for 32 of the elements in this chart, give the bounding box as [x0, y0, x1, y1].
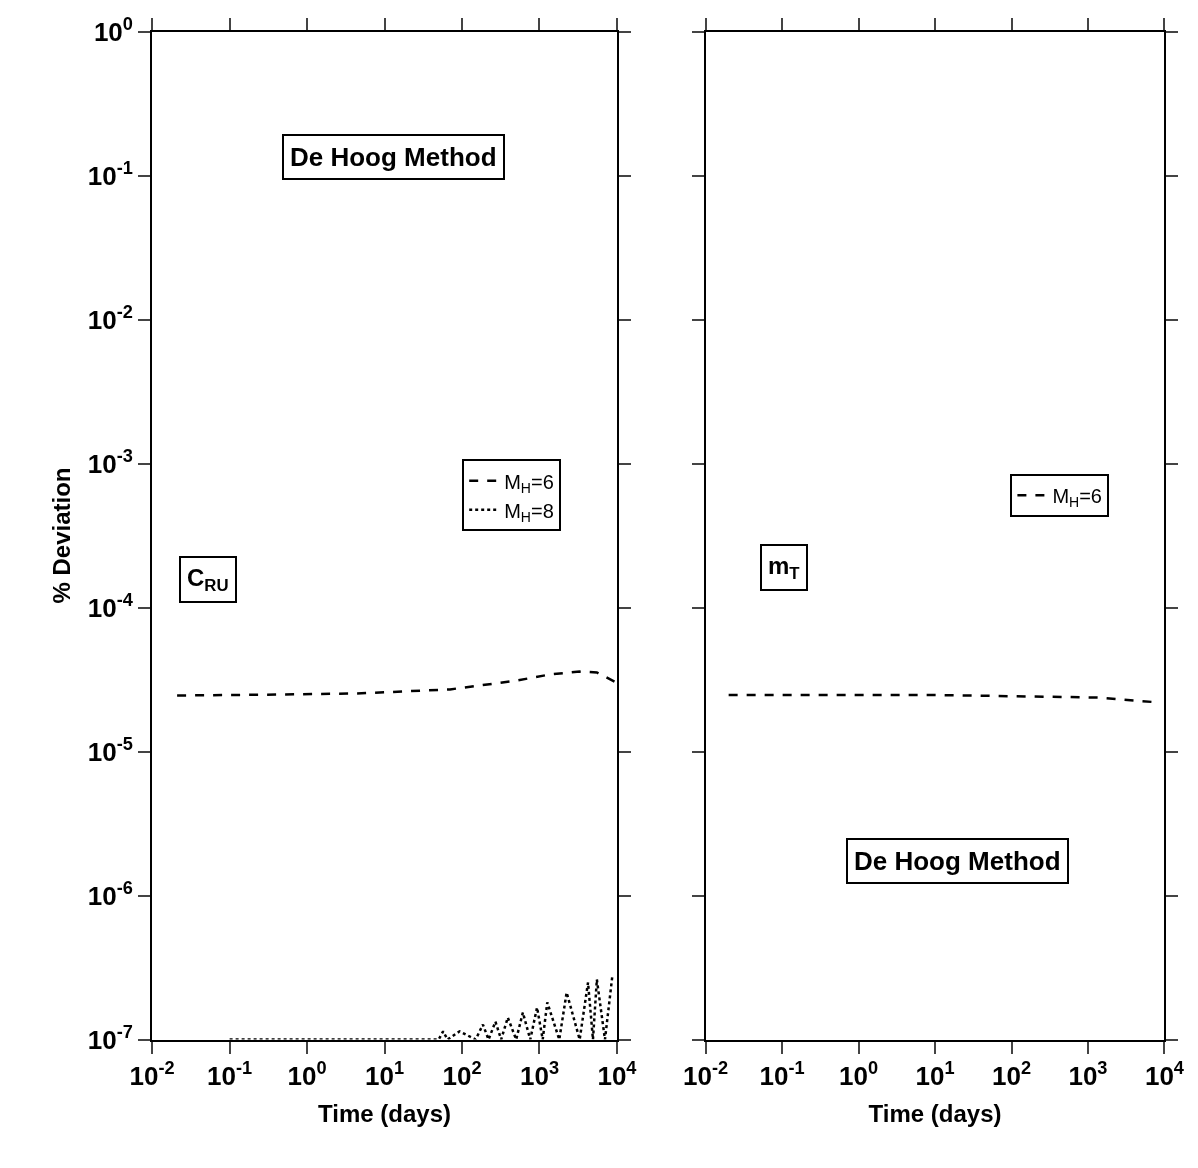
legend-label: M$_{H}$=6: [504, 470, 554, 496]
x-axis-title: Time (days): [318, 1099, 452, 1127]
x-tick-label: 10$^{0}$: [287, 1057, 327, 1091]
y-tick-label: 10$^{-2}$: [87, 301, 133, 335]
x-tick-label: 10$^{2}$: [991, 1057, 1032, 1091]
x-tick-label: 10$^{3}$: [519, 1057, 560, 1091]
annotation: De Hoog Method: [290, 142, 497, 172]
x-tick-label: 10$^{1}$: [365, 1057, 405, 1091]
y-tick-label: 10$^{-7}$: [87, 1021, 133, 1055]
x-tick-label: 10$^{4}$: [597, 1057, 638, 1091]
annotation: De Hoog Method: [854, 846, 1061, 876]
y-tick-label: 10$^{-5}$: [87, 733, 133, 767]
legend-label: M$_{H}$=8: [504, 499, 554, 525]
x-tick-label: 10$^{4}$: [1144, 1057, 1185, 1091]
y-tick-label: 10$^{-1}$: [87, 157, 133, 191]
x-tick-label: 10$^{1}$: [915, 1057, 955, 1091]
y-tick-label: 10$^{-4}$: [87, 589, 134, 623]
y-tick-label: 10$^{-3}$: [87, 445, 133, 479]
x-tick-label: 10$^{-2}$: [129, 1057, 175, 1091]
y-axis-title: % Deviation: [48, 467, 76, 604]
legend-label: M$_{H}$=6: [1052, 485, 1103, 511]
x-tick-label: 10$^{-1}$: [759, 1057, 805, 1091]
x-tick-label: 10$^{2}$: [442, 1057, 482, 1091]
x-tick-label: 10$^{-1}$: [207, 1057, 253, 1091]
x-tick-label: 10$^{-2}$: [683, 1057, 729, 1091]
annotation: m$_{T}$: [768, 552, 801, 584]
x-axis-title: Time (days): [868, 1099, 1002, 1127]
y-tick-label: 10$^{0}$: [93, 13, 133, 47]
x-tick-label: 10$^{3}$: [1068, 1057, 1108, 1091]
annotation: C$_{RU}$: [187, 564, 229, 596]
y-tick-label: 10$^{-6}$: [87, 877, 133, 911]
x-tick-label: 10$^{0}$: [839, 1057, 879, 1091]
